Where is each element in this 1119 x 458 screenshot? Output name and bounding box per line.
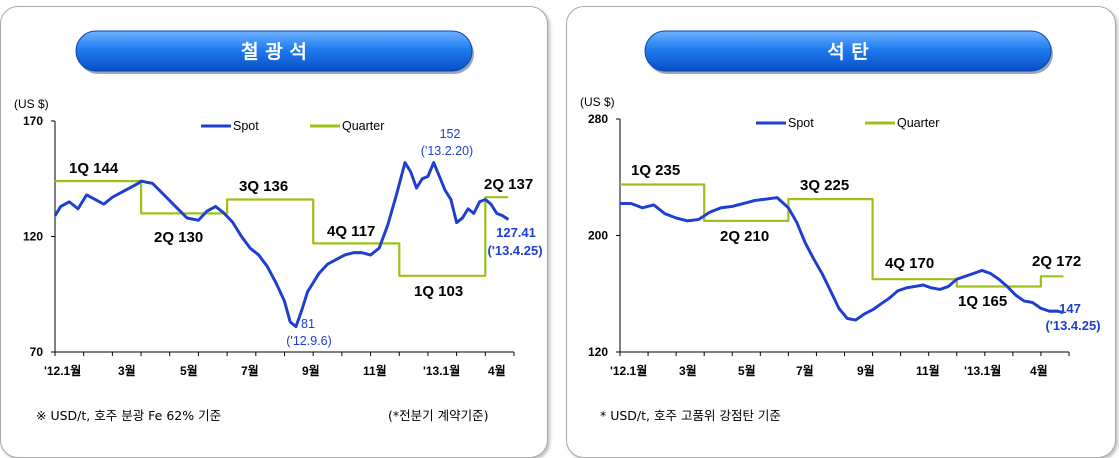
iron-x-tick-label: '12.1월	[44, 363, 81, 378]
iron-annotation: ('12.9.6)	[286, 334, 331, 348]
coal-y-tick-label: 280	[588, 112, 608, 126]
coal-annotation: 1Q 165	[958, 293, 1007, 310]
coal-series-quarter-line	[620, 183, 1064, 288]
iron-ore-panel	[0, 6, 548, 458]
coal-legend-quarter-label: Quarter	[897, 116, 939, 130]
iron-footnote-right: (*전분기 계약기준)	[388, 408, 488, 423]
iron-chart-title: 철 광 석	[241, 41, 307, 63]
iron-x-tick-label: 5월	[180, 363, 198, 378]
coal-unit-label: (US $)	[580, 95, 615, 109]
iron-annotation: 3Q 136	[239, 178, 288, 195]
coal-annotation: 2Q 172	[1032, 253, 1081, 270]
coal-panel	[566, 6, 1116, 458]
iron-annotation: 2Q 130	[154, 229, 203, 246]
iron-x-tick-label: '13.1월	[423, 363, 460, 378]
iron-x-tick-label: 7월	[241, 363, 259, 378]
iron-annotation: ('13.2.20)	[421, 144, 473, 158]
coal-chart-title: 석 탄	[827, 41, 869, 63]
coal-annotation: 1Q 235	[631, 162, 680, 179]
iron-title-pill	[75, 30, 473, 72]
coal-x-tick-label: 11월	[916, 363, 940, 378]
iron-unit-label: (US $)	[14, 97, 49, 111]
coal-title-pill	[644, 30, 1052, 72]
iron-y-tick-label: 120	[23, 230, 43, 244]
coal-footnote: * USD/t, 호주 고품위 강점탄 기준	[600, 408, 781, 423]
coal-annotation: 3Q 225	[800, 177, 849, 194]
iron-x-tick-label: 9월	[302, 363, 320, 378]
iron-legend-quarter-label: Quarter	[342, 119, 384, 133]
iron-x-tick-label: 11월	[363, 363, 387, 378]
coal-legend-spot-label: Spot	[788, 116, 814, 130]
iron-x-tick-label: 3월	[118, 363, 136, 378]
iron-annotation: 127.41	[496, 225, 536, 240]
iron-series-quarter-line	[55, 180, 509, 277]
iron-y-tick-label: 70	[30, 345, 44, 359]
coal-x-tick-label: '13.1월	[964, 363, 1001, 378]
iron-annotation: 1Q 144	[69, 160, 119, 177]
coal-x-tick-label: 3월	[679, 363, 697, 378]
iron-series-spot-line-top	[53, 161, 510, 329]
iron-y-tick-label: 170	[23, 114, 43, 128]
iron-annotation: 1Q 103	[414, 283, 463, 300]
coal-x-tick-label: '12.1월	[610, 363, 647, 378]
iron-annotation: 2Q 137	[484, 176, 533, 193]
iron-annotation: 4Q 117	[327, 223, 375, 240]
iron-annotation: 152	[440, 127, 461, 141]
coal-y-tick-label: 120	[588, 345, 608, 359]
coal-series-spot-line-top	[620, 196, 1064, 322]
coal-annotation: 4Q 170	[885, 255, 934, 272]
iron-legend-spot-label: Spot	[233, 119, 259, 133]
coal-annotation: ('13.4.25)	[1045, 318, 1100, 333]
coal-x-tick-label: 9월	[857, 363, 875, 378]
coal-x-tick-label: 4월	[1030, 363, 1048, 378]
coal-x-tick-label: 7월	[796, 363, 814, 378]
coal-annotation: 147	[1059, 301, 1081, 316]
iron-annotation: 81	[301, 317, 315, 331]
coal-y-tick-label: 200	[588, 229, 608, 243]
iron-annotation: ('13.4.25)	[487, 243, 542, 258]
iron-x-tick-label: 4월	[488, 363, 506, 378]
coal-x-tick-label: 5월	[738, 363, 756, 378]
coal-annotation: 2Q 210	[720, 228, 769, 245]
iron-footnote: ※ USD/t, 호주 분광 Fe 62% 기준	[36, 408, 221, 423]
